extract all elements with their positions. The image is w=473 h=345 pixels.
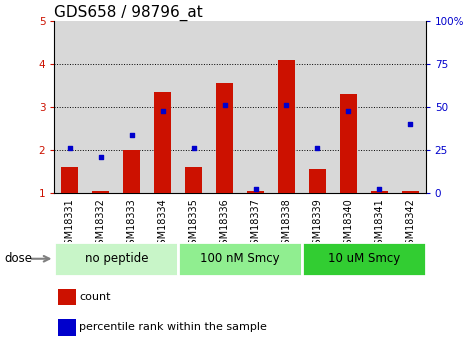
Bar: [123, 150, 140, 193]
Point: [97, 154, 105, 159]
Text: 10 uM Smcy: 10 uM Smcy: [328, 252, 400, 265]
Point: [252, 186, 259, 192]
Text: 100 nM Smcy: 100 nM Smcy: [200, 252, 280, 265]
Bar: [271, 21, 302, 193]
Bar: [54, 241, 178, 276]
Bar: [302, 21, 333, 193]
Bar: [147, 21, 178, 193]
Point: [159, 108, 166, 114]
Bar: [402, 191, 419, 193]
Bar: [116, 21, 147, 193]
Bar: [240, 21, 271, 193]
Point: [406, 121, 414, 127]
Bar: [58, 319, 76, 336]
Text: count: count: [79, 292, 110, 302]
Point: [66, 145, 74, 151]
Bar: [178, 21, 209, 193]
Bar: [309, 169, 326, 193]
Bar: [302, 241, 426, 276]
Bar: [58, 289, 76, 305]
Bar: [178, 241, 302, 276]
Bar: [54, 21, 85, 193]
Point: [314, 145, 321, 151]
Bar: [395, 21, 426, 193]
Point: [376, 186, 383, 192]
Bar: [185, 167, 202, 193]
Text: percentile rank within the sample: percentile rank within the sample: [79, 323, 267, 333]
Bar: [61, 167, 79, 193]
Point: [283, 102, 290, 108]
Bar: [209, 21, 240, 193]
Point: [221, 102, 228, 108]
Point: [128, 132, 136, 138]
Text: GDS658 / 98796_at: GDS658 / 98796_at: [54, 4, 203, 21]
Bar: [92, 191, 109, 193]
Bar: [247, 191, 264, 193]
Text: no peptide: no peptide: [85, 252, 148, 265]
Bar: [278, 60, 295, 193]
Bar: [364, 21, 395, 193]
Text: dose: dose: [5, 252, 33, 265]
Bar: [154, 92, 171, 193]
Bar: [340, 94, 357, 193]
Bar: [85, 21, 116, 193]
Bar: [216, 83, 233, 193]
Point: [190, 145, 197, 151]
Bar: [371, 191, 388, 193]
Point: [344, 108, 352, 114]
Bar: [333, 21, 364, 193]
